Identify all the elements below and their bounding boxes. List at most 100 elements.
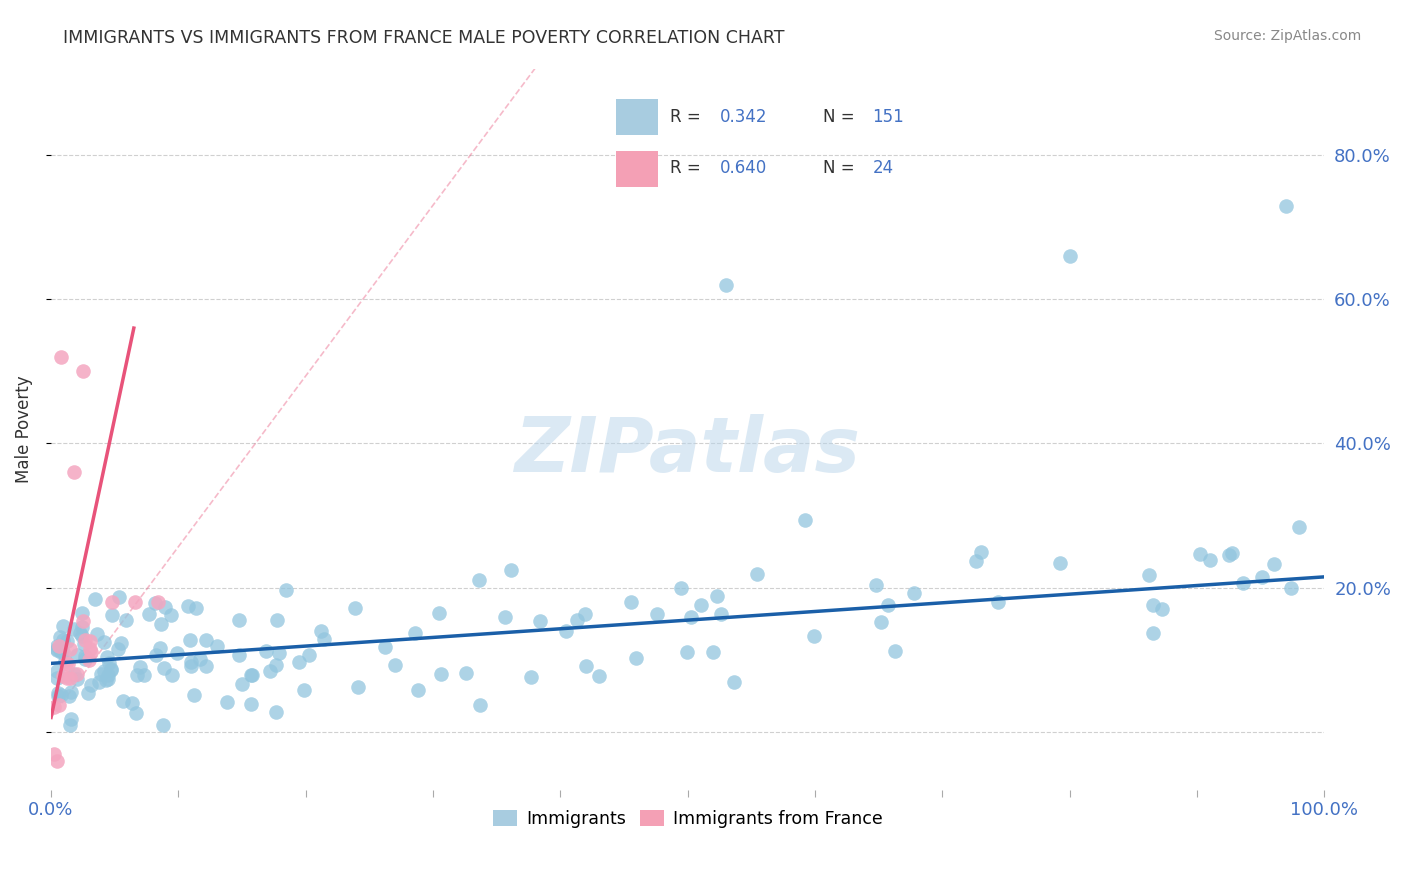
- Point: [1142, 626, 1164, 640]
- Point: [132, 668, 155, 682]
- Point: [52, 645, 75, 659]
- Point: [723, 675, 745, 690]
- Point: [72, 614, 94, 628]
- Point: [231, 677, 253, 691]
- Point: [83, 592, 105, 607]
- Point: [1152, 602, 1174, 616]
- Point: [681, 610, 703, 624]
- Point: [100, 663, 122, 677]
- Point: [884, 643, 907, 657]
- Point: [179, 633, 201, 648]
- Point: [427, 606, 450, 620]
- Text: IMMIGRANTS VS IMMIGRANTS FROM FRANCE MALE POVERTY CORRELATION CHART: IMMIGRANTS VS IMMIGRANTS FROM FRANCE MAL…: [63, 29, 785, 46]
- Point: [159, 608, 181, 623]
- Point: [287, 656, 309, 670]
- Point: [188, 651, 211, 665]
- Point: [100, 595, 122, 609]
- Point: [555, 624, 578, 638]
- Point: [1232, 576, 1254, 591]
- Point: [52, 669, 75, 683]
- Point: [266, 613, 288, 627]
- Point: [46, 671, 69, 685]
- Point: [166, 646, 188, 660]
- Point: [706, 589, 728, 603]
- Point: [52, 618, 75, 632]
- Point: [565, 614, 588, 628]
- Point: [93, 634, 115, 648]
- Point: [90, 667, 112, 681]
- Point: [55, 671, 77, 685]
- Point: [239, 697, 262, 711]
- Point: [97, 656, 120, 670]
- Point: [72, 364, 94, 378]
- Point: [46, 664, 69, 678]
- Point: [1279, 581, 1302, 595]
- Point: [125, 706, 148, 720]
- Point: [195, 659, 218, 673]
- Point: [70, 620, 93, 634]
- Point: [93, 664, 115, 678]
- Point: [529, 614, 551, 628]
- Point: [373, 640, 395, 655]
- Point: [647, 607, 669, 622]
- Point: [877, 598, 900, 612]
- Point: [115, 613, 138, 627]
- Legend: Immigrants, Immigrants from France: Immigrants, Immigrants from France: [486, 803, 890, 835]
- Point: [63, 622, 86, 636]
- Point: [73, 633, 96, 648]
- Point: [1059, 249, 1081, 263]
- Point: [75, 651, 97, 665]
- Point: [107, 641, 129, 656]
- Point: [1049, 556, 1071, 570]
- Point: [66, 672, 89, 686]
- Point: [404, 626, 426, 640]
- Point: [111, 694, 134, 708]
- Point: [46, 639, 69, 653]
- Point: [59, 671, 82, 685]
- Point: [690, 598, 713, 612]
- Point: [702, 645, 724, 659]
- Point: [184, 601, 207, 615]
- Point: [267, 646, 290, 660]
- Point: [626, 651, 648, 665]
- Point: [274, 582, 297, 597]
- Point: [298, 648, 321, 663]
- Point: [143, 596, 166, 610]
- Point: [96, 649, 118, 664]
- Point: [46, 641, 69, 656]
- Point: [150, 617, 173, 632]
- Point: [588, 668, 610, 682]
- Point: [865, 577, 887, 591]
- Point: [58, 641, 80, 656]
- Point: [65, 667, 87, 681]
- Point: [406, 683, 429, 698]
- Point: [48, 698, 70, 712]
- Point: [180, 658, 202, 673]
- Point: [51, 688, 73, 702]
- Point: [870, 615, 893, 629]
- Point: [73, 648, 96, 663]
- Point: [49, 645, 72, 659]
- Point: [80, 678, 103, 692]
- Point: [676, 645, 699, 659]
- Point: [710, 607, 733, 621]
- Point: [77, 653, 100, 667]
- Point: [228, 648, 250, 662]
- Point: [69, 626, 91, 640]
- Point: [45, 754, 67, 768]
- Point: [59, 685, 82, 699]
- Point: [153, 661, 176, 675]
- Point: [264, 705, 287, 719]
- Point: [145, 648, 167, 662]
- Point: [100, 662, 122, 676]
- Point: [53, 654, 76, 668]
- Point: [969, 544, 991, 558]
- Point: [468, 698, 491, 713]
- Point: [51, 350, 73, 364]
- Point: [42, 747, 65, 762]
- Point: [58, 689, 80, 703]
- Point: [70, 606, 93, 620]
- Point: [121, 696, 143, 710]
- Point: [903, 585, 925, 599]
- Point: [1218, 549, 1240, 563]
